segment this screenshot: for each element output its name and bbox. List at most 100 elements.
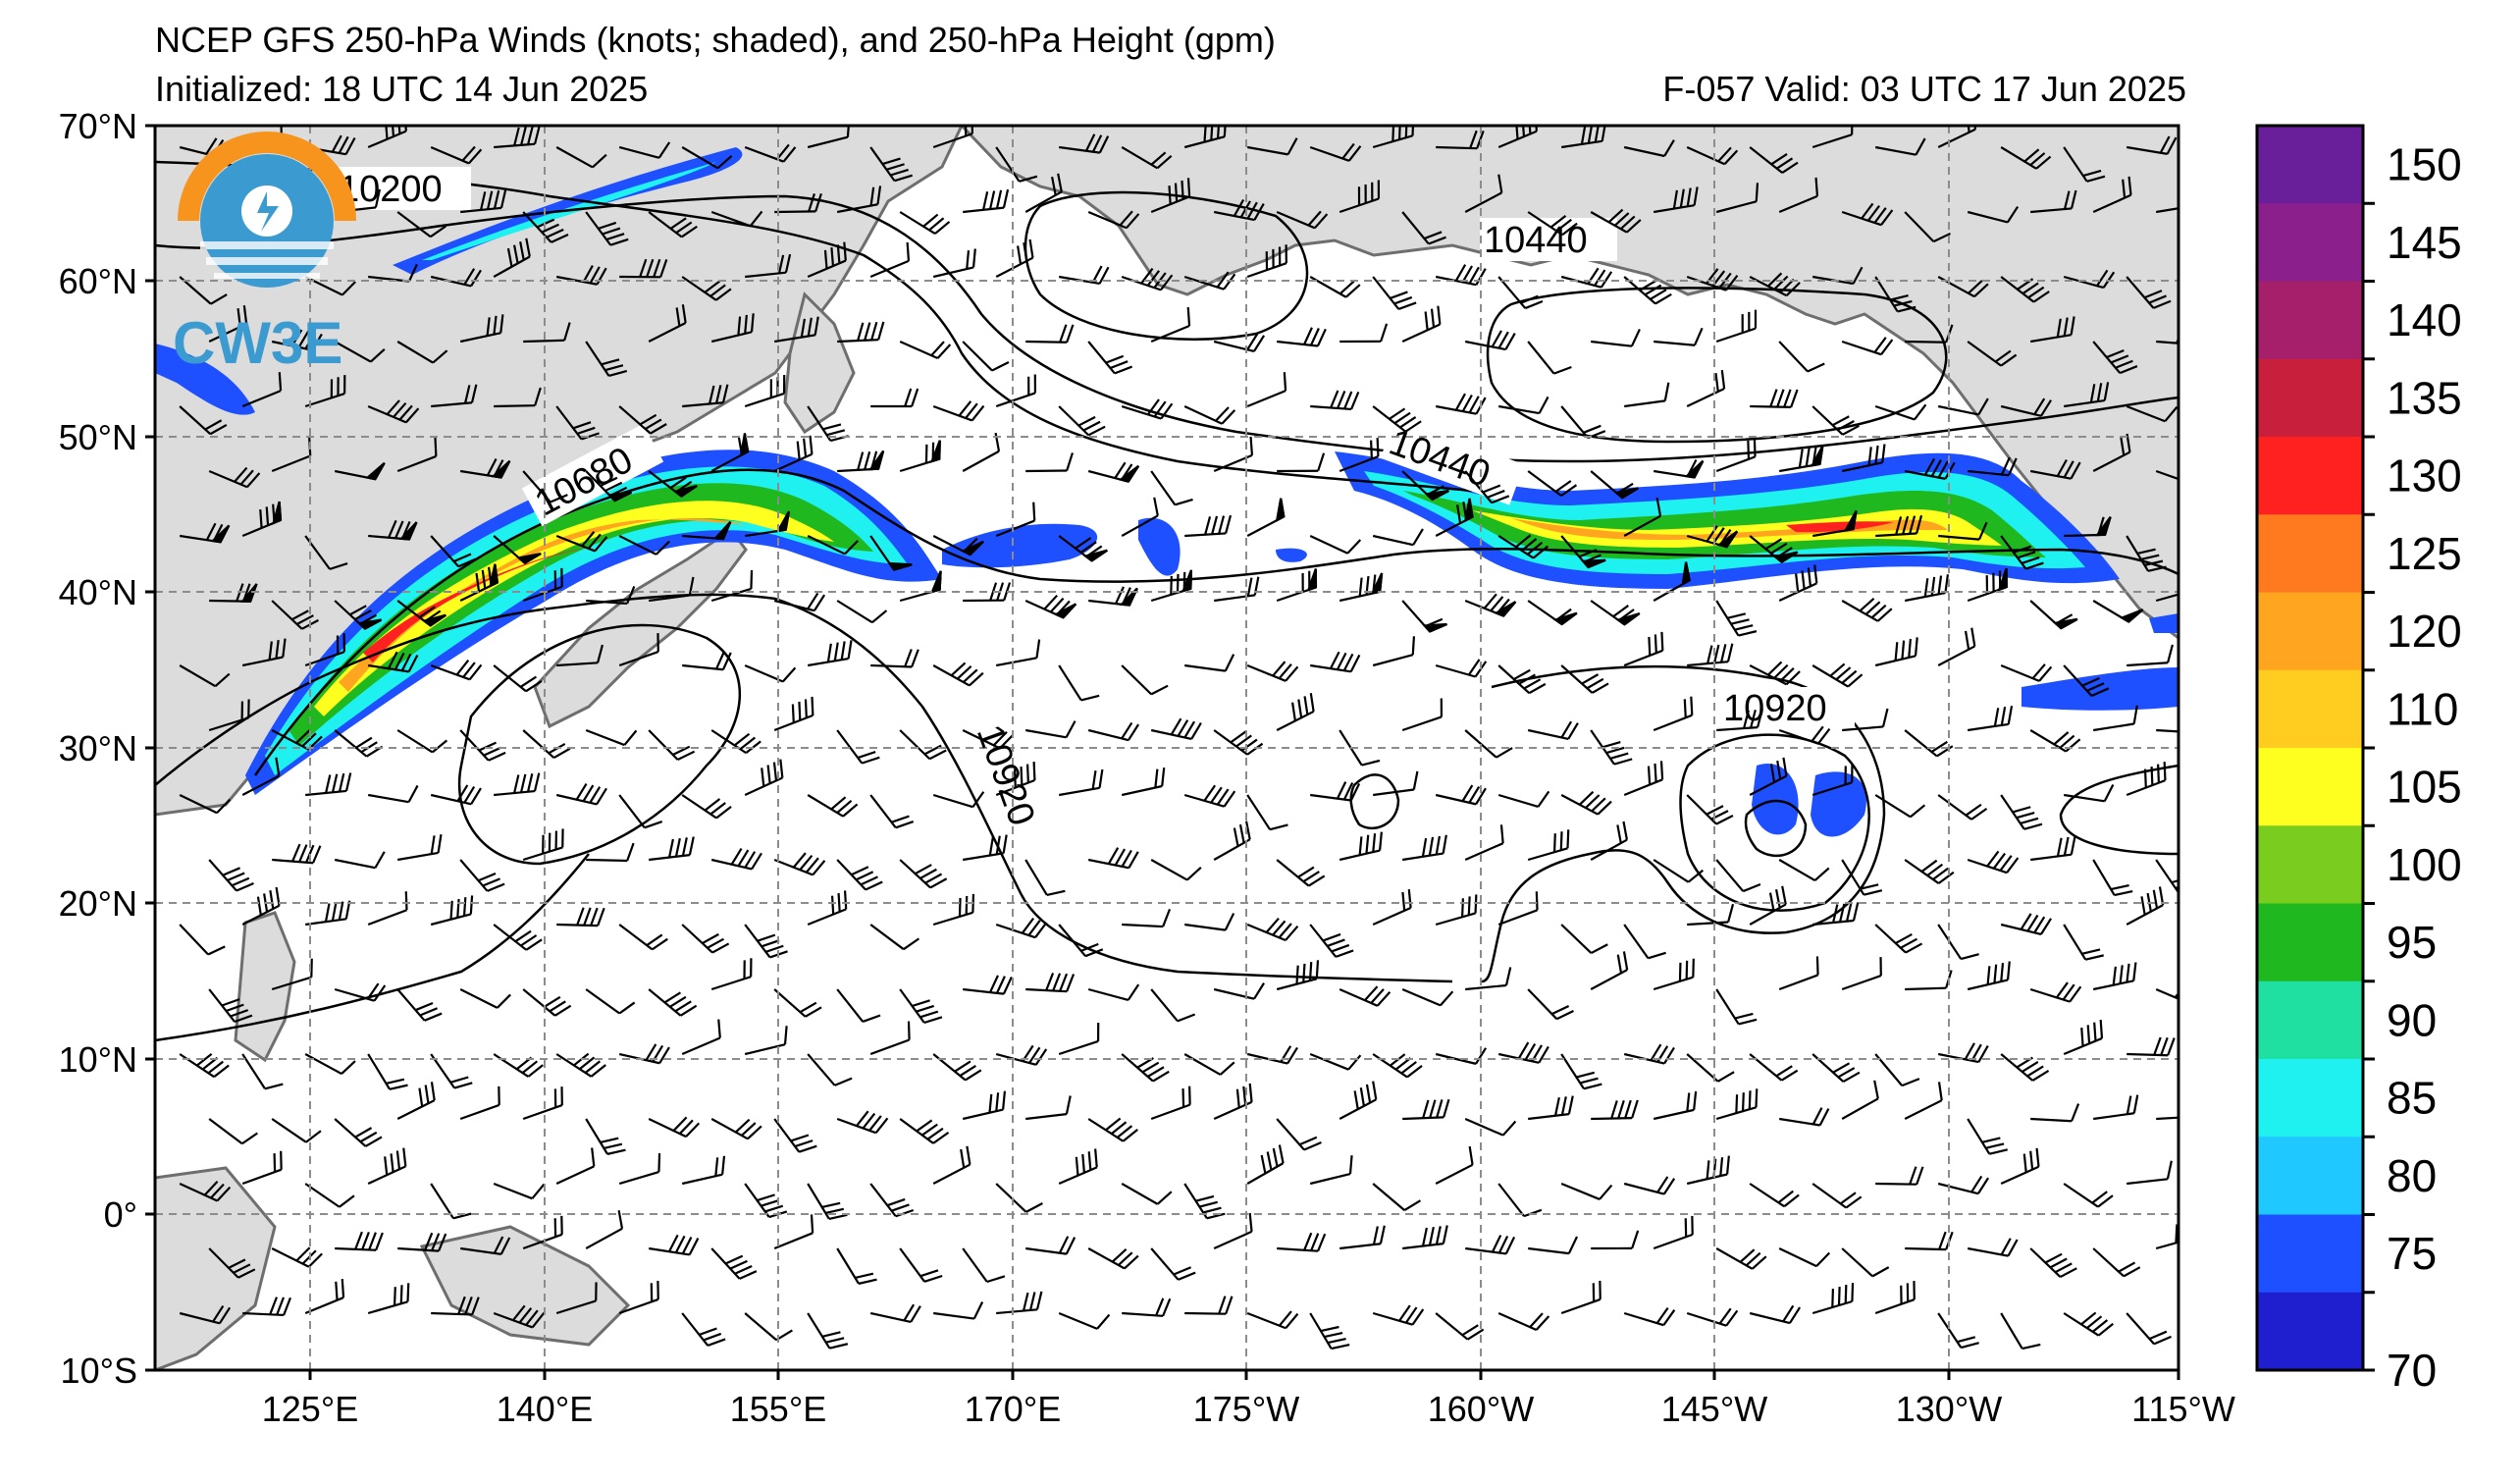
wind-barb bbox=[649, 836, 695, 862]
wind-barb bbox=[1246, 244, 1287, 279]
wind-barb bbox=[241, 757, 281, 796]
wind-barb bbox=[1811, 126, 1854, 149]
wind-barb bbox=[962, 432, 1001, 472]
wind-barb bbox=[1904, 859, 1955, 884]
wind-barb bbox=[493, 1182, 546, 1200]
wind-barb bbox=[396, 834, 443, 862]
wind-barb bbox=[2126, 1312, 2172, 1346]
wind-barb bbox=[1623, 924, 1666, 960]
wind-barb bbox=[2092, 1247, 2141, 1278]
wind-barb bbox=[179, 794, 232, 815]
wind-barb bbox=[1841, 859, 1883, 896]
colorbar-label: 110 bbox=[2387, 683, 2458, 734]
wind-barb bbox=[2126, 135, 2178, 155]
wind-barb bbox=[1715, 309, 1758, 344]
lat-label: 10°N bbox=[59, 1039, 137, 1080]
wind-barb bbox=[932, 248, 976, 279]
wind-barb bbox=[1874, 137, 1926, 156]
wind-barb bbox=[744, 924, 788, 959]
wind-barb bbox=[807, 1312, 849, 1350]
wind-barb bbox=[460, 457, 511, 479]
wind-barb bbox=[648, 304, 687, 343]
wind-barb bbox=[1841, 957, 1882, 991]
wind-barb bbox=[995, 146, 1038, 183]
height-contour bbox=[155, 194, 2179, 463]
wind-barb bbox=[1715, 438, 1757, 473]
wind-barb bbox=[2000, 663, 2053, 682]
wind-barb bbox=[1591, 329, 1641, 347]
wind-barb bbox=[1560, 1053, 1602, 1090]
lat-label: 20°N bbox=[59, 883, 137, 924]
lon-label: 125°E bbox=[262, 1389, 358, 1429]
wind-barb-layer bbox=[179, 126, 2179, 1351]
wind-barb bbox=[1372, 276, 1417, 310]
wind-barb bbox=[179, 924, 226, 956]
wind-barb bbox=[1778, 177, 1819, 214]
wind-barb bbox=[1183, 1053, 1235, 1076]
wind-barb bbox=[208, 1247, 256, 1279]
wind-barb bbox=[899, 859, 948, 889]
wind-barb bbox=[1623, 1307, 1676, 1327]
wind-barb bbox=[2030, 316, 2075, 344]
wind-barb bbox=[1874, 794, 1926, 819]
contour-label: 10920 bbox=[969, 719, 1043, 831]
wind-barb bbox=[494, 387, 542, 408]
wind-barb bbox=[2092, 962, 2137, 991]
wind-barb bbox=[1087, 461, 1140, 483]
lon-label: 145°W bbox=[1661, 1389, 1767, 1429]
wind-barb bbox=[2030, 835, 2076, 862]
colorbar-swatch bbox=[2257, 748, 2363, 826]
wind-barb bbox=[1309, 924, 1354, 958]
lon-label: 170°E bbox=[965, 1389, 1061, 1429]
wind-barb bbox=[1812, 509, 1858, 538]
wind-barb bbox=[1874, 276, 1916, 313]
colorbar-swatches bbox=[2257, 126, 2363, 1371]
wind-barb bbox=[837, 450, 885, 473]
contour-label: 10920 bbox=[1723, 688, 1827, 729]
wind-barb bbox=[618, 405, 667, 435]
height-contour bbox=[457, 623, 741, 866]
wind-barb bbox=[774, 316, 819, 344]
wind-barb bbox=[493, 1304, 546, 1329]
wind-barb bbox=[1560, 924, 1608, 955]
colorbar-swatch bbox=[2257, 1059, 2363, 1138]
wind-barb bbox=[555, 782, 607, 806]
wind-barb bbox=[836, 859, 883, 891]
wind-barb bbox=[1087, 1247, 1139, 1270]
colorbar-label: 140 bbox=[2387, 294, 2462, 345]
colorbar-swatch bbox=[2257, 1137, 2363, 1215]
colorbar-label: 105 bbox=[2387, 762, 2462, 813]
wind-barb bbox=[807, 1183, 848, 1221]
wind-barb bbox=[1937, 397, 1989, 416]
wind-barb bbox=[774, 192, 822, 214]
wind-barb bbox=[179, 405, 228, 436]
wind-barb bbox=[618, 1280, 659, 1315]
colorbar-label: 150 bbox=[2387, 139, 2462, 190]
wind-barb bbox=[522, 470, 568, 503]
wind-barb bbox=[1874, 637, 1918, 667]
colorbar-swatch bbox=[2257, 592, 2363, 671]
wind-barb bbox=[681, 794, 732, 820]
wind-barb bbox=[1841, 337, 1894, 356]
wind-barb bbox=[932, 1145, 971, 1185]
wind-barb bbox=[334, 1118, 383, 1147]
wind-barb bbox=[334, 982, 387, 1002]
wind-barb bbox=[1276, 859, 1326, 887]
wind-barb bbox=[2029, 458, 2081, 480]
colorbar-swatch bbox=[2257, 669, 2363, 749]
height-contour bbox=[1481, 664, 1886, 983]
wind-barb bbox=[1654, 186, 1699, 214]
wind-barb bbox=[2126, 762, 2167, 797]
colorbar-swatch bbox=[2257, 514, 2363, 593]
wind-barb bbox=[555, 405, 600, 441]
colorbar-swatch bbox=[2257, 825, 2363, 904]
wind-barb bbox=[1811, 1282, 1855, 1315]
wind-barb bbox=[899, 1247, 943, 1283]
wind-barb bbox=[1435, 393, 1487, 415]
wind-barb bbox=[995, 1044, 1048, 1066]
wind-barb bbox=[304, 633, 345, 667]
wind-barb bbox=[682, 384, 729, 408]
wind-barb bbox=[1623, 1043, 1675, 1065]
wind-barb bbox=[1654, 459, 1705, 479]
wind-barb bbox=[1715, 600, 1758, 637]
